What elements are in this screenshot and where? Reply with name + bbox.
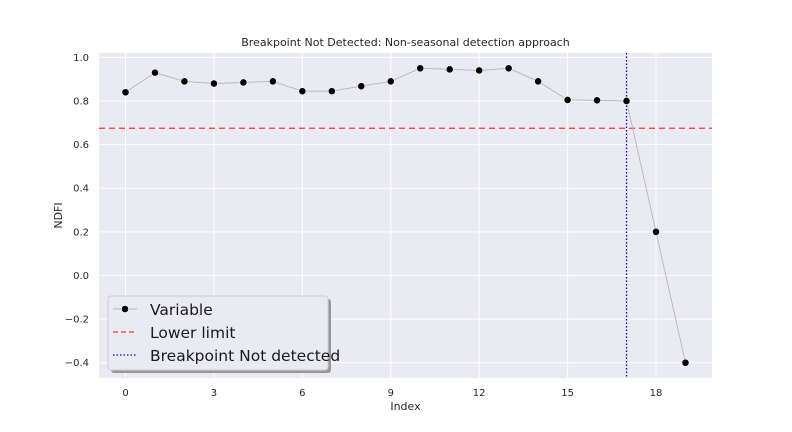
- data-point: [445, 65, 454, 74]
- series-line: [125, 67, 686, 363]
- x-tick-label: 0: [122, 388, 128, 399]
- x-tick-label: 12: [473, 388, 486, 399]
- data-point: [386, 77, 395, 86]
- data-point: [416, 64, 425, 73]
- y-tick-label: 0.6: [73, 140, 89, 151]
- x-tick-label: 15: [561, 388, 574, 399]
- data-point: [357, 82, 366, 91]
- y-tick-label: 0.2: [73, 227, 89, 238]
- data-point: [210, 79, 218, 88]
- legend-label-breakpoint: Breakpoint Not detected: [150, 347, 340, 365]
- data-point: [681, 358, 690, 367]
- data-point: [151, 68, 159, 77]
- data-point: [652, 227, 660, 236]
- y-tick-label: 0.4: [73, 184, 89, 195]
- y-tick-label: 1.0: [73, 53, 89, 64]
- legend-box: [107, 295, 329, 371]
- y-tick-label: −0.4: [65, 358, 89, 369]
- data-point: [475, 66, 484, 75]
- x-axis-title: Index: [390, 400, 421, 413]
- x-tick-label: 9: [388, 388, 394, 399]
- data-point: [563, 95, 572, 104]
- data-point: [504, 64, 513, 73]
- legend-marker-variable: [121, 305, 129, 313]
- legend-label-variable: Variable: [150, 301, 213, 319]
- data-point: [268, 77, 277, 86]
- legend-label-lower-limit: Lower limit: [150, 324, 235, 342]
- reference-lines: [99, 53, 712, 378]
- data-point: [180, 77, 189, 86]
- data-point: [534, 77, 543, 86]
- data-point: [622, 97, 631, 105]
- data-point: [239, 78, 248, 87]
- y-tick-labels: −0.4 −0.2 0.0 0.2 0.4 0.6 0.8 1.0: [65, 53, 89, 369]
- y-axis-title: NDFI: [52, 202, 65, 228]
- y-tick-label: −0.2: [65, 315, 89, 326]
- x-tick-label: 6: [299, 388, 305, 399]
- data-point: [121, 88, 130, 97]
- legend: Variable Lower limit Breakpoint Not dete…: [107, 295, 340, 373]
- chart-title: Breakpoint Not Detected: Non-seasonal de…: [241, 36, 569, 49]
- x-tick-label: 3: [211, 388, 217, 399]
- data-point: [327, 87, 336, 96]
- y-tick-label: 0.0: [73, 271, 89, 282]
- series-variable: [121, 64, 690, 367]
- data-point: [593, 96, 601, 105]
- x-tick-labels: 0 3 6 9 12 15 18: [122, 388, 662, 399]
- x-tick-label: 18: [650, 388, 663, 399]
- y-tick-label: 0.8: [73, 96, 89, 107]
- data-point: [298, 87, 307, 96]
